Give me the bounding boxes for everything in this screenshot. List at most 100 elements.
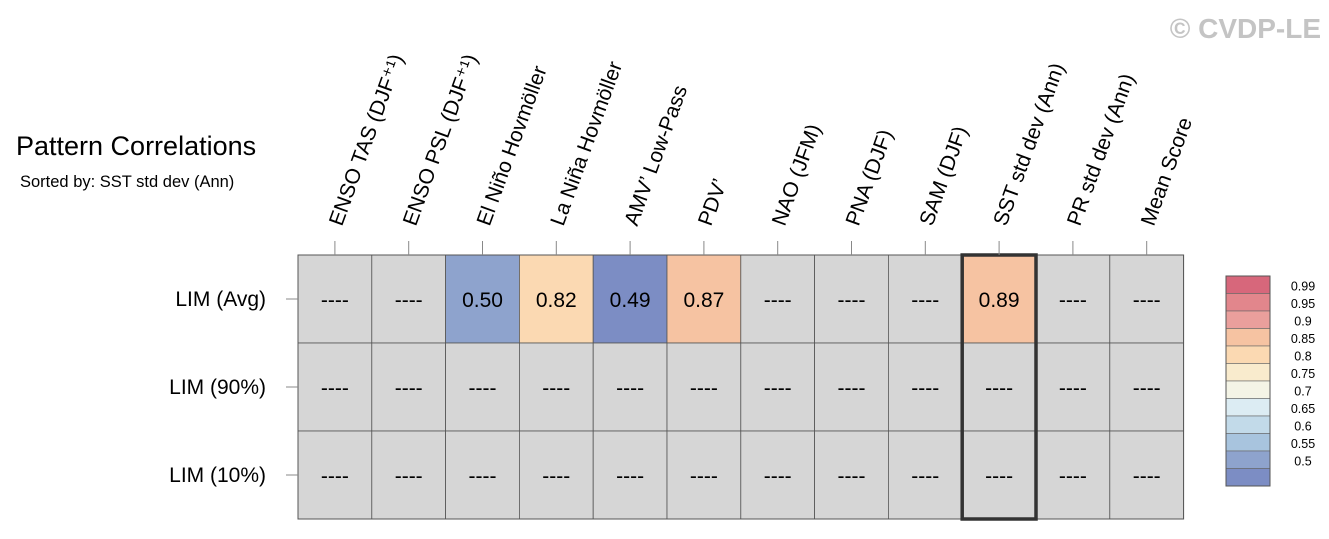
colorbar-tick-label: 0.8 [1294,350,1311,364]
colorbar-swatch [1225,310,1271,329]
heatmap-cell-lim-avg-pna-djf [814,254,889,344]
heatmap-cell-lim-90-enso-tas-djf [297,342,373,432]
cell-value-label: ---- [1059,377,1087,400]
cell-value-label: ---- [985,465,1013,488]
cell-value-label: ---- [542,377,570,400]
heatmap-cell-lim-avg-pdv [666,254,742,344]
heatmap-cell-lim-90-la-nina-hovmoller [519,342,594,432]
cell-value-label: ---- [985,377,1013,400]
column-label-pna-djf: PNA (DJF) [842,127,898,229]
column-label-pr-std-dev-ann: PR std dev (Ann) [1063,71,1139,229]
column-label-la-nina-hovmoller: La Niña Hovmöller [546,59,627,229]
colorbar-tick-label: 0.9 [1294,315,1311,329]
colorbar-swatch [1225,345,1271,364]
cell-value-label: ---- [321,465,349,488]
colorbar-swatch [1225,398,1271,417]
column-label-amv-low-pass: AMV’ Low-Pass [620,82,692,228]
chart-title: Pattern Correlations [16,131,256,161]
colorbar-tick-label: 0.65 [1291,402,1315,416]
column-label-sam-djf: SAM (DJF) [915,123,972,228]
cell-value-label: ---- [1133,465,1161,488]
cell-value-label: ---- [838,465,866,488]
colorbar-swatch [1225,450,1271,469]
heatmap-cell-lim-90-sam-djf [888,342,963,432]
heatmap-cell-lim-avg-amv-low-pass [592,254,668,344]
colorbar-tick-label: 0.5 [1294,455,1311,469]
colorbar-tick-label: 0.85 [1291,332,1315,346]
heatmap-cell-lim-90-sst-std-dev-ann [961,342,1037,432]
colorbar-swatch [1225,433,1271,452]
heatmap-cell-lim-avg-la-nina-hovmoller [519,254,594,344]
cell-value-label: ---- [911,377,939,400]
chart-subtitle: Sorted by: SST std dev (Ann) [20,173,234,191]
colorbar: 0.99 0.95 0.9 0.85 0.8 0.75 0.7 0.65 0.6 0.55 0.5 [1225,275,1315,487]
colorbar-tick-label: 0.7 [1294,385,1311,399]
cell-value-label: 0.89 [979,289,1020,312]
cell-value-label: ---- [838,289,866,312]
cell-value-label: ---- [764,377,792,400]
cell-value-label: ---- [469,465,497,488]
cell-value-label: ---- [911,289,939,312]
cell-value-label: ---- [1133,289,1161,312]
heatmap-cell-lim-10-mean-score [1109,430,1185,520]
heatmap-cell-lim-avg-enso-tas-djf [297,254,373,344]
cell-value-label: ---- [838,377,866,400]
colorbar-tick-label: 0.75 [1291,367,1315,381]
colorbar-tick-label: 0.95 [1291,297,1315,311]
cell-value-label: ---- [690,465,718,488]
column-label-enso-psl-djf: ENSO PSL (DJF⁺¹) [399,51,482,229]
colorbar-swatch [1225,363,1271,382]
cell-value-label: ---- [395,465,423,488]
heatmap-cell-lim-90-pdv [666,342,742,432]
colorbar-tick-label: 0.6 [1294,420,1311,434]
row-label-lim-avg: LIM (Avg) [175,288,266,311]
cell-value-label: ---- [321,289,349,312]
colorbar-swatch [1225,328,1271,347]
column-label-sst-std-dev-ann: SST std dev (Ann) [989,60,1069,229]
colorbar-swatch [1225,275,1271,294]
heatmap-cell-lim-avg-enso-psl-djf [371,254,446,344]
cell-value-label: ---- [616,377,644,400]
heatmap-cell-lim-10-enso-tas-djf [297,430,373,520]
heatmap-cell-lim-90-el-nino-hovmoller [445,342,520,432]
column-label-mean-score: Mean Score [1137,114,1197,228]
cell-value-label: ---- [321,377,349,400]
cell-value-label: ---- [911,465,939,488]
column-label-enso-tas-djf: ENSO TAS (DJF⁺¹) [325,51,408,229]
column-labels: ENSO TAS (DJF⁺¹)ENSO PSL (DJF⁺¹)El Niño … [325,51,1197,255]
column-label-el-nino-hovmoller: El Niño Hovmöller [473,63,552,229]
heatmap-cell-lim-avg-mean-score [1109,254,1185,344]
colorbar-tick-label: 0.99 [1291,280,1315,294]
column-label-nao-jfm: NAO (JFM) [768,121,826,229]
colorbar-swatch [1225,415,1271,434]
colorbar-swatch [1225,293,1271,312]
cell-value-label: 0.87 [683,289,724,312]
cell-value-label: ---- [1059,289,1087,312]
colorbar-swatch [1225,380,1271,399]
cell-value-label: ---- [690,377,718,400]
heatmap-cell-lim-90-pna-djf [814,342,889,432]
heatmap-grid: ---- ---- 0.50 0.82 0.49 0.87 ---- ---- ---- 0.89… [297,253,1185,521]
cell-value-label: ---- [1133,377,1161,400]
heatmap-cell-lim-90-enso-psl-djf [371,342,446,432]
colorbar-tick-label: 0.55 [1291,437,1315,451]
heatmap-cell-lim-90-nao-jfm [740,342,815,432]
heatmap-cell-lim-90-pr-std-dev-ann [1035,342,1111,432]
heatmap-cell-lim-10-la-nina-hovmoller [519,430,594,520]
cell-value-label: ---- [764,289,792,312]
column-label-pdv: PDV’ [694,176,732,229]
heatmap-cell-lim-10-nao-jfm [740,430,815,520]
cell-value-label: ---- [542,465,570,488]
cell-value-label: ---- [764,465,792,488]
cell-value-label: 0.82 [536,289,577,312]
watermark: © CVDP-LE [1170,13,1321,44]
row-label-lim-90: LIM (90%) [169,376,266,399]
row-labels: LIM (Avg) LIM (90%) LIM (10%) [169,288,298,487]
cell-value-label: ---- [395,377,423,400]
heatmap-cell-lim-10-el-nino-hovmoller [445,430,520,520]
heatmap-cell-lim-10-pr-std-dev-ann [1035,430,1111,520]
cell-value-label: ---- [616,465,644,488]
cell-value-label: ---- [395,289,423,312]
cell-value-label: 0.49 [610,289,651,312]
